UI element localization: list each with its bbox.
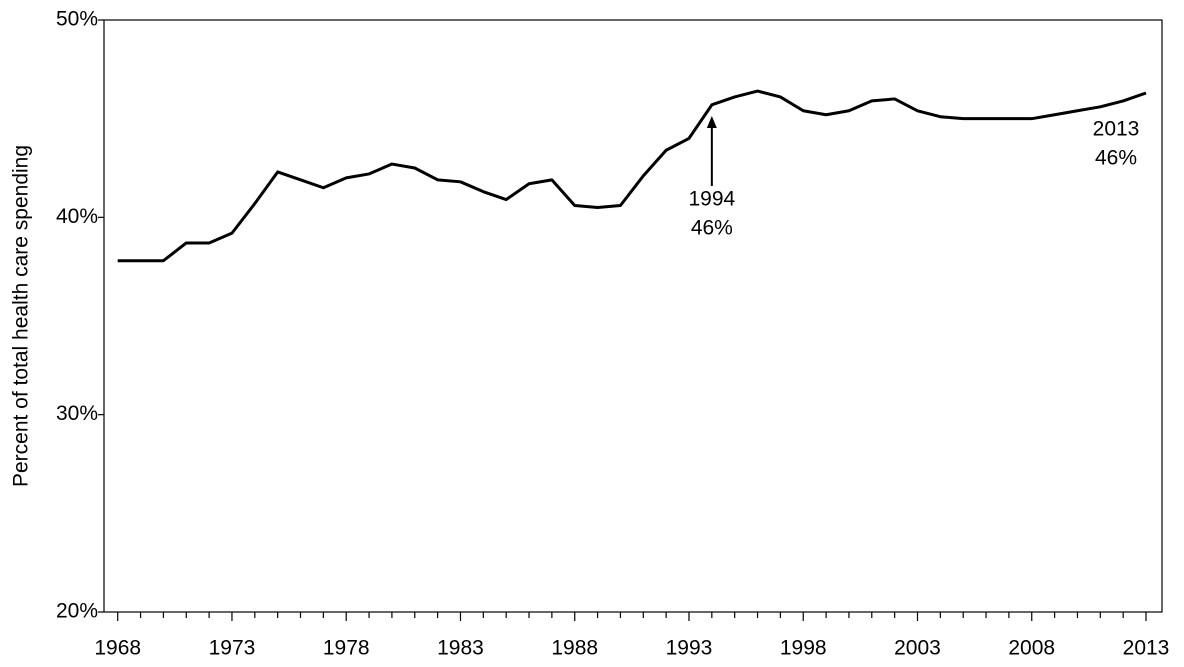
x-tick-label: 2013: [1123, 637, 1170, 660]
x-tick-label: 1978: [323, 637, 370, 660]
data-line: [117, 89, 1147, 263]
y-tick-label: 50%: [56, 8, 98, 31]
x-tick-label: 1983: [437, 637, 484, 660]
annotation-arrowhead: [706, 116, 717, 128]
plot-frame: [103, 19, 1163, 613]
x-tick-label: 1998: [780, 637, 827, 660]
annotation-text: 2013: [1093, 118, 1140, 141]
x-tick-label: 1993: [666, 637, 713, 660]
y-axis-label: Percent of total health care spending: [10, 145, 33, 487]
x-tick-label: 2003: [894, 637, 941, 660]
annotation-text: 46%: [691, 217, 733, 240]
x-tick-label: 1973: [209, 637, 256, 660]
y-tick-label: 30%: [56, 402, 98, 425]
annotation-text: 46%: [1095, 147, 1137, 170]
x-tick-label: 2008: [1008, 637, 1055, 660]
annotation-text: 1994: [688, 188, 735, 211]
y-tick-label: 20%: [56, 600, 98, 623]
x-tick-label: 1988: [551, 637, 598, 660]
x-tick-label: 1968: [94, 637, 141, 660]
y-tick-label: 40%: [56, 205, 98, 228]
